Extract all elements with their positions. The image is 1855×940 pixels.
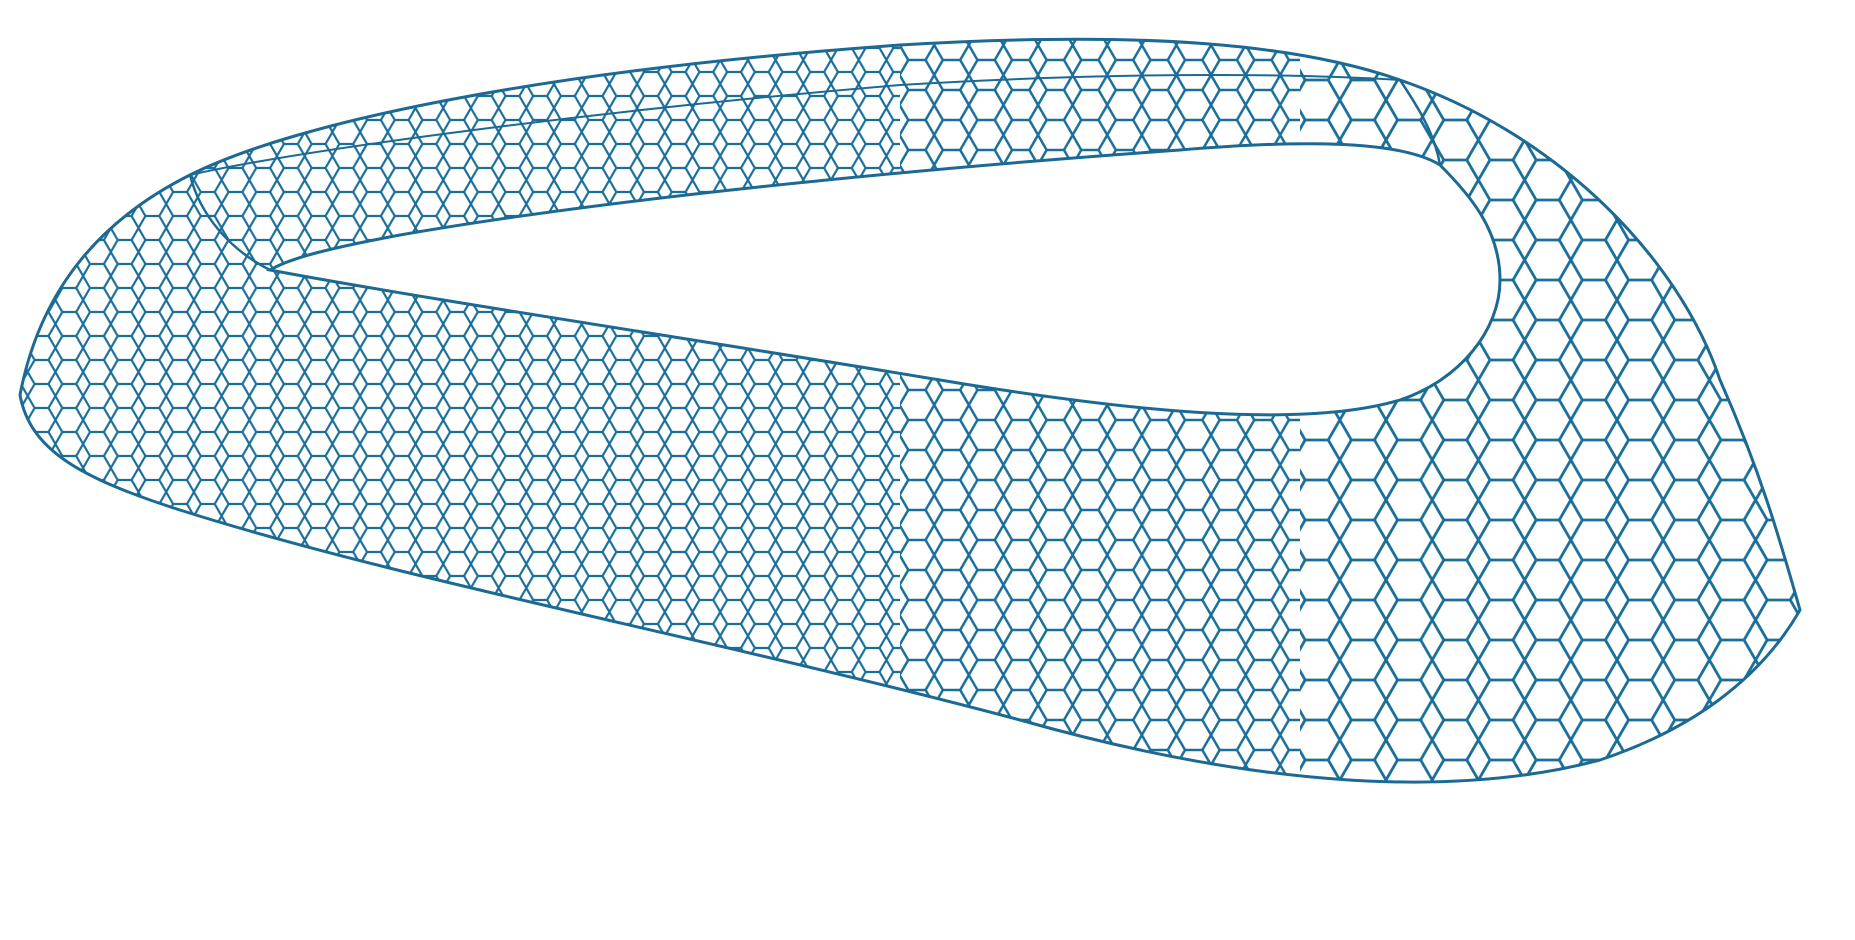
- shell-outer-edge: [18, 37, 1802, 784]
- shell-fold-left: [188, 174, 271, 272]
- shell-rim-top: [189, 74, 1401, 176]
- shell-inner-edge: [265, 142, 1502, 417]
- shell-fold-right: [1398, 79, 1442, 166]
